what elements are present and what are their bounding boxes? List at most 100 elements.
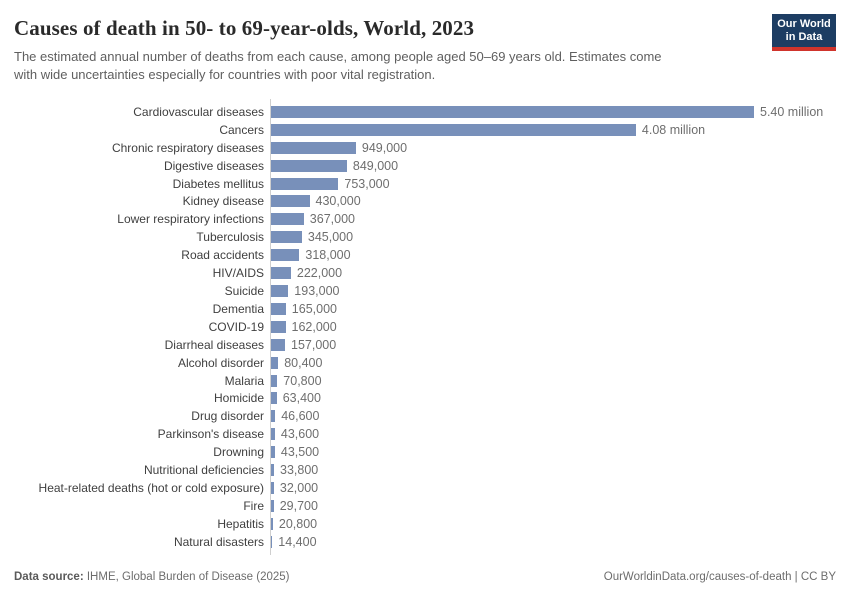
bar[interactable]	[271, 195, 310, 208]
bar-row: COVID-19 162,000	[0, 318, 850, 336]
bar-area: 43,600	[271, 427, 319, 441]
value-label: 29,700	[279, 498, 318, 513]
category-label: Hepatitis	[217, 516, 264, 531]
bar[interactable]	[271, 535, 273, 548]
bar[interactable]	[271, 374, 278, 387]
bar-area: 43,500	[271, 445, 319, 459]
value-label: 949,000	[361, 140, 408, 155]
bar-area: 80,400	[271, 356, 322, 370]
bar[interactable]	[271, 320, 286, 333]
bar-row: Natural disasters 14,400	[0, 533, 850, 551]
bar-row: Fire 29,700	[0, 497, 850, 515]
value-label: 43,600	[280, 427, 320, 442]
bar-area: 949,000	[271, 141, 407, 155]
bar[interactable]	[271, 464, 274, 477]
bar[interactable]	[271, 338, 285, 351]
bar[interactable]	[271, 285, 289, 298]
bar[interactable]	[271, 213, 304, 226]
value-label: 222,000	[296, 266, 343, 281]
bar[interactable]	[271, 177, 339, 190]
chart-footer: Data source: IHME, Global Burden of Dise…	[14, 570, 836, 584]
bar[interactable]	[271, 105, 754, 118]
category-label: Natural disasters	[173, 534, 264, 549]
bar-area: 70,800	[271, 374, 322, 388]
y-axis-line	[270, 99, 271, 555]
bar-row: Homicide 63,400	[0, 390, 850, 408]
bar-row: Road accidents 318,000	[0, 246, 850, 264]
bar[interactable]	[271, 499, 274, 512]
bar[interactable]	[271, 517, 273, 530]
value-label: 70,800	[283, 373, 322, 388]
bar[interactable]	[271, 446, 275, 459]
bar-area: 753,000	[271, 177, 390, 191]
bar-area: 222,000	[271, 266, 342, 280]
data-source-label: Data source:	[14, 571, 84, 583]
bar-area: 162,000	[271, 320, 337, 334]
bar[interactable]	[271, 267, 291, 280]
data-source: Data source: IHME, Global Burden of Dise…	[14, 570, 290, 584]
bar-chart: Cardiovascular diseases 5.40 million Cance…	[0, 99, 850, 555]
value-label: 345,000	[307, 230, 354, 245]
category-label: Malaria	[224, 373, 264, 388]
bar-row: HIV/AIDS 222,000	[0, 264, 850, 282]
bar[interactable]	[271, 123, 636, 136]
subtitle-line-2: with wide uncertainties especially for c…	[14, 66, 436, 82]
owid-logo-line-2: in Data	[785, 30, 823, 43]
value-label: 46,600	[281, 409, 320, 424]
bar[interactable]	[271, 249, 300, 262]
bar-area: 849,000	[271, 159, 398, 173]
category-label: Road accidents	[181, 248, 264, 263]
bar-area: 46,600	[271, 409, 319, 423]
bar-area: 14,400	[271, 535, 317, 549]
category-label: Homicide	[213, 391, 264, 406]
chart-subtitle: The estimated annual number of deaths fr…	[14, 48, 836, 83]
bar-area: 4.08 million	[271, 123, 705, 137]
bar-area: 318,000	[271, 248, 351, 262]
category-label: Cancers	[219, 122, 264, 137]
bar[interactable]	[271, 481, 274, 494]
bar-area: 20,800	[271, 517, 317, 531]
owid-logo[interactable]: Our World in Data	[772, 14, 836, 51]
category-label: Digestive diseases	[163, 158, 264, 173]
value-label: 43,500	[280, 445, 320, 460]
bar[interactable]	[271, 141, 356, 154]
value-label: 849,000	[352, 158, 399, 173]
footer-link[interactable]: OurWorldinData.org/causes-of-death | CC …	[603, 571, 836, 583]
category-label: Chronic respiratory diseases	[111, 140, 264, 155]
bar-row: Lower respiratory infections 367,000	[0, 210, 850, 228]
category-label: Lower respiratory infections	[117, 212, 264, 227]
bar[interactable]	[271, 392, 277, 405]
bar-row: Heat-related deaths (hot or cold exposur…	[0, 479, 850, 497]
bar[interactable]	[271, 410, 276, 423]
bar[interactable]	[271, 159, 347, 172]
bar-row: Suicide 193,000	[0, 282, 850, 300]
bar[interactable]	[271, 356, 279, 369]
bar-row: Chronic respiratory diseases 949,000	[0, 139, 850, 157]
value-label: 80,400	[284, 355, 323, 370]
bar-rows: Cardiovascular diseases 5.40 million Cance…	[0, 103, 850, 551]
owid-logo-line-1: Our World	[777, 17, 831, 30]
bar-area: 63,400	[271, 391, 321, 405]
bar-row: Dementia 165,000	[0, 300, 850, 318]
bar-row: Cancers 4.08 million	[0, 121, 850, 139]
category-label: COVID-19	[208, 319, 264, 334]
category-label: Drug disorder	[191, 409, 264, 424]
bar[interactable]	[271, 428, 275, 441]
category-label: Dementia	[212, 301, 264, 316]
category-label: Kidney disease	[182, 194, 264, 209]
value-label: 20,800	[278, 516, 318, 531]
value-label: 367,000	[309, 212, 355, 227]
category-label: Cardiovascular diseases	[133, 104, 264, 119]
chart-header: Causes of death in 50- to 69-year-olds, …	[0, 0, 850, 83]
category-label: Parkinson's disease	[157, 427, 264, 442]
bar[interactable]	[271, 231, 302, 244]
value-label: 5.40 million	[760, 104, 824, 119]
category-label: Suicide	[224, 284, 264, 299]
category-label: Drowning	[213, 445, 264, 460]
bar-area: 367,000	[271, 212, 355, 226]
bar[interactable]	[271, 302, 286, 315]
value-label: 32,000	[279, 480, 319, 495]
bar-row: Diabetes mellitus 753,000	[0, 175, 850, 193]
data-source-value: IHME, Global Burden of Disease (2025)	[83, 571, 290, 583]
